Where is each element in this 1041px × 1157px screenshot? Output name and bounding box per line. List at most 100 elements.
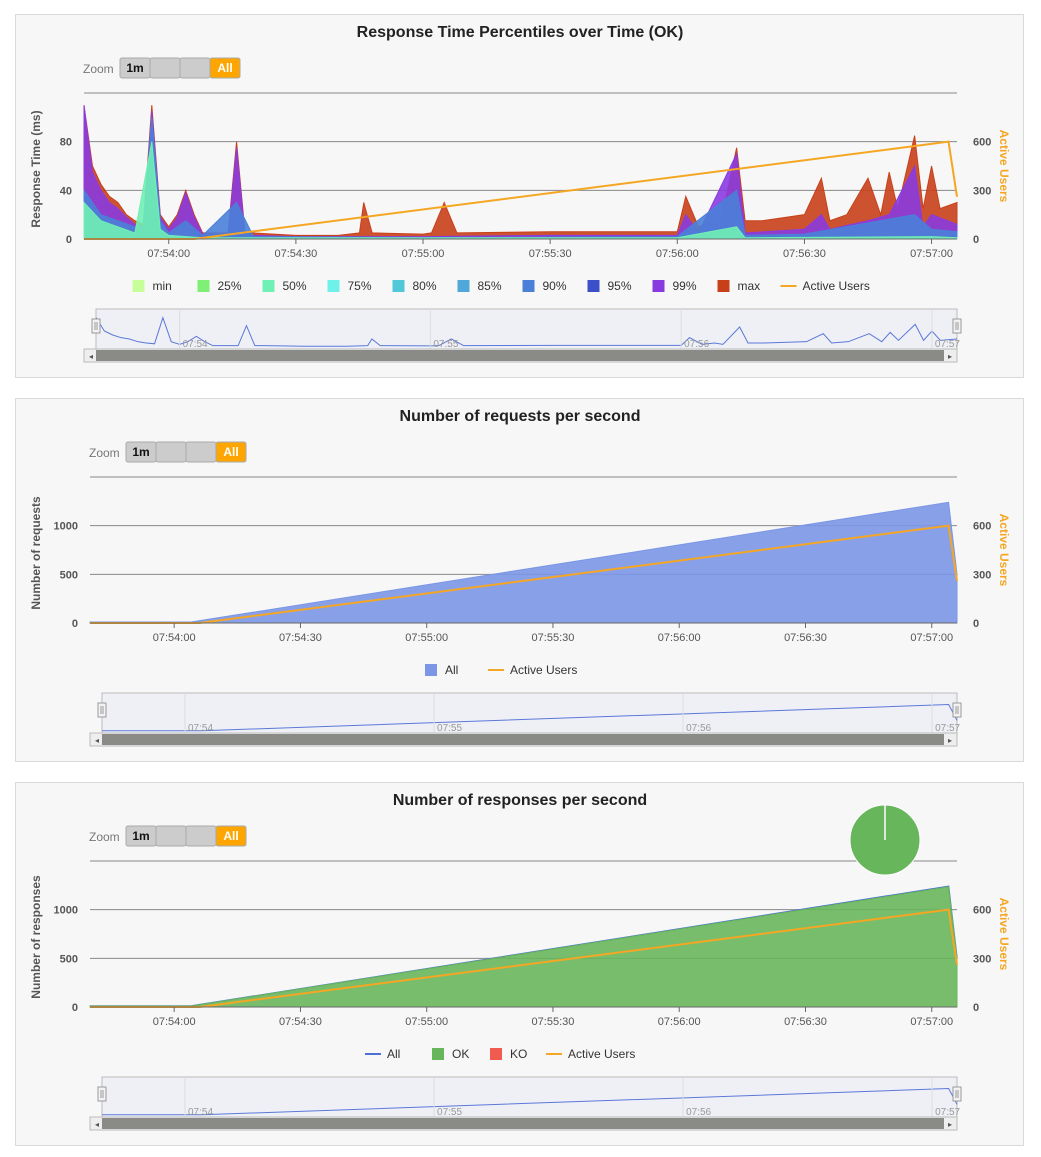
scrollbar-left-arrow[interactable]: ◂ (89, 352, 93, 361)
navigator-handle-right[interactable] (952, 1086, 962, 1102)
navigator-tick-label: 07:55 (433, 339, 458, 350)
navigator-scrollbar[interactable]: ◂ ▸ (83, 348, 958, 363)
zoom-button-blank2[interactable] (185, 825, 217, 847)
zoom-button-bg (215, 441, 247, 463)
zoom-button-blank2[interactable] (179, 57, 211, 79)
navigator-tick-label: 07:55 (437, 723, 462, 734)
x-tick-label: 07:56:00 (658, 1016, 701, 1028)
legend-item-50-[interactable]: 50% (262, 279, 307, 293)
navigator-series (95, 316, 958, 347)
navigator-tick-label: 07:54 (188, 1107, 213, 1118)
handle-grip (952, 702, 962, 718)
y-tick-label: 1000 (54, 905, 78, 917)
legend-item-25-[interactable]: 25% (197, 279, 242, 293)
navigator-scrollbar[interactable]: ◂ ▸ (89, 1116, 958, 1131)
legend-item-95-[interactable]: 95% (587, 279, 632, 293)
zoom-button-one-minute[interactable]: 1m (125, 441, 157, 463)
legend-label: All (387, 1047, 400, 1061)
legend-item-99-[interactable]: 99% (652, 279, 697, 293)
x-tick-label: 07:56:00 (656, 248, 699, 260)
navigator-handle-right[interactable] (952, 702, 962, 718)
x-tick-label: 07:55:30 (532, 1016, 575, 1028)
y2-axis-title: Active Users (997, 898, 1011, 971)
legend-label: 80% (413, 279, 437, 293)
y-tick-label: 0 (72, 1002, 78, 1014)
legend-label: 25% (218, 279, 242, 293)
navigator-handle-right[interactable] (952, 318, 962, 334)
legend-swatch (587, 280, 600, 292)
navigator-handle-left[interactable] (91, 318, 101, 334)
scrollbar-right-arrow[interactable]: ▸ (948, 352, 952, 361)
legend-item-max[interactable]: max (717, 279, 761, 293)
chart-panel-responses: Number of responses per second Zoom 1m All 0… (15, 782, 1024, 1146)
zoom-button-label: All (223, 829, 238, 843)
zoom-button-all[interactable]: All (209, 57, 241, 79)
navigator-tick-label: 07:54 (183, 339, 208, 350)
navigator-scrollbar[interactable]: ◂ ▸ (89, 732, 958, 747)
y2-tick-label: 0 (973, 234, 979, 246)
scrollbar-right-arrow[interactable]: ▸ (948, 736, 952, 745)
scrollbar-left-arrow[interactable]: ◂ (95, 1120, 99, 1129)
x-tick-label: 07:54:00 (153, 1016, 196, 1028)
y2-tick-label: 300 (973, 185, 991, 197)
zoom-button-blank1[interactable] (155, 441, 187, 463)
x-tick-label: 07:56:30 (783, 248, 826, 260)
legend-label: Active Users (510, 663, 577, 677)
legend-label: max (738, 279, 761, 293)
y2-tick-label: 300 (973, 953, 991, 965)
scrollbar-thumb[interactable] (96, 350, 944, 361)
zoom-button-label: 1m (132, 829, 149, 843)
navigator-tick-label: 07:55 (437, 1107, 462, 1118)
navigator-handle-left[interactable] (97, 702, 107, 718)
zoom-button-label: 1m (132, 445, 149, 459)
navigator[interactable]: 07:54 07:55 07:56 07:57 (91, 308, 962, 350)
scrollbar-left-arrow[interactable]: ◂ (95, 736, 99, 745)
x-tick-label: 07:54:00 (147, 248, 190, 260)
legend-swatch (327, 280, 340, 292)
zoom-button-blank1[interactable] (155, 825, 187, 847)
handle-grip (91, 318, 101, 334)
navigator-handle-left[interactable] (97, 1086, 107, 1102)
zoom-button-blank1[interactable] (149, 57, 181, 79)
scrollbar-thumb[interactable] (102, 734, 944, 745)
zoom-label: Zoom (89, 446, 120, 460)
legend-item-80-[interactable]: 80% (392, 279, 437, 293)
scrollbar-right-arrow[interactable]: ▸ (948, 1120, 952, 1129)
x-tick-label: 07:57:00 (910, 1016, 953, 1028)
legend-item-90-[interactable]: 90% (522, 279, 567, 293)
navigator[interactable]: 07:54 07:55 07:56 07:57 (97, 692, 962, 734)
x-tick-label: 07:54:30 (274, 248, 317, 260)
legend-item-ko[interactable]: KO (490, 1047, 527, 1061)
scrollbar-thumb[interactable] (102, 1118, 944, 1129)
zoom-button-one-minute[interactable]: 1m (119, 57, 151, 79)
navigator-tick-label: 07:57 (935, 339, 960, 350)
navigator[interactable]: 07:54 07:55 07:56 07:57 (97, 1076, 962, 1118)
y-tick-label: 500 (60, 953, 78, 965)
legend-label: 85% (478, 279, 502, 293)
legend-item-all[interactable]: All (425, 663, 458, 677)
y-tick-label: 80 (60, 137, 72, 149)
legend-item-active-users[interactable]: Active Users (488, 663, 577, 677)
y2-tick-label: 300 (973, 569, 991, 581)
y-axis-title: Number of requests (29, 496, 43, 610)
zoom-button-bg (179, 57, 211, 79)
legend-swatch (457, 280, 470, 292)
legend-item-ok[interactable]: OK (432, 1047, 469, 1061)
legend-item-min[interactable]: min (132, 279, 172, 293)
legend-item-85-[interactable]: 85% (457, 279, 502, 293)
legend-label: Active Users (568, 1047, 635, 1061)
legend-item-all[interactable]: All (365, 1047, 400, 1061)
zoom-button-all[interactable]: All (215, 441, 247, 463)
legend-item-active-users[interactable]: Active Users (780, 279, 870, 293)
zoom-button-one-minute[interactable]: 1m (125, 825, 157, 847)
legend-item-75-[interactable]: 75% (327, 279, 372, 293)
ok-ko-pie (849, 804, 921, 876)
legend-item-active-users[interactable]: Active Users (546, 1047, 635, 1061)
chart-panel-response-time: Response Time Percentiles over Time (OK)… (15, 14, 1024, 378)
navigator-tick-label: 07:56 (686, 1107, 711, 1118)
y-axis-title: Response Time (ms) (29, 110, 43, 227)
zoom-button-blank2[interactable] (185, 441, 217, 463)
legend-swatch (432, 1048, 444, 1060)
x-tick-label: 07:56:30 (784, 1016, 827, 1028)
zoom-button-all[interactable]: All (215, 825, 247, 847)
